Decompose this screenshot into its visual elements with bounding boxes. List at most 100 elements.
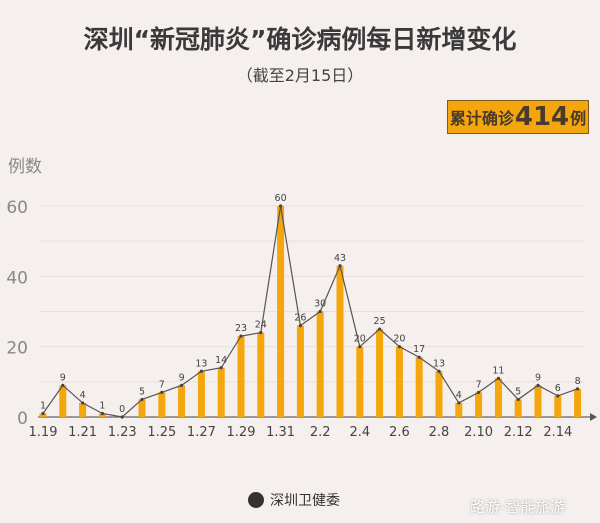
y-tick-label: 40: [6, 268, 28, 288]
data-label: 9: [179, 372, 185, 383]
data-point: [140, 397, 144, 402]
chart-title: 深圳“新冠肺炎”确诊病例每日新增变化: [83, 25, 517, 54]
data-point: [477, 390, 481, 394]
x-tick-label: 2.4: [349, 425, 370, 440]
data-label: 5: [139, 386, 145, 397]
bar-1.27: [197, 371, 205, 417]
x-tick-label: 1.25: [147, 425, 176, 440]
data-label: 8: [575, 376, 581, 387]
data-point: [556, 394, 560, 398]
x-tick-label: 2.6: [389, 425, 410, 440]
data-label: 7: [476, 379, 482, 390]
x-tick-label: 1.19: [29, 425, 58, 440]
data-point: [576, 387, 580, 391]
bar-2.1: [296, 325, 304, 417]
bar-1.31: [277, 206, 285, 417]
data-point: [199, 369, 203, 373]
watermark: 路游-智能旅游: [470, 498, 566, 516]
bar-1.19: [39, 413, 47, 417]
data-point: [338, 264, 342, 268]
data-point: [219, 366, 223, 370]
data-point: [100, 411, 104, 416]
bar-chart: 0 20 40 60 1 9 4 1 0 5 7 9 13 14 23 24 60 26 30 43 20 25 20 17 1…: [6, 193, 597, 440]
data-label: 4: [456, 390, 462, 401]
x-tick-label: 1.29: [227, 425, 256, 440]
bar-2.9: [455, 402, 463, 417]
chart-subtitle: （截至2月15日）: [236, 66, 364, 85]
data-point: [457, 401, 461, 405]
data-point: [279, 204, 283, 208]
bar-2.13: [534, 385, 542, 417]
data-label: 60: [275, 193, 287, 204]
data-label: 6: [555, 383, 561, 394]
data-label: 26: [294, 313, 306, 324]
data-point: [318, 309, 322, 314]
data-label: 0: [119, 404, 125, 415]
data-label: 14: [215, 355, 227, 366]
data-point: [41, 411, 45, 416]
data-point: [259, 331, 263, 335]
bar-2.2: [316, 311, 324, 417]
data-point: [61, 383, 65, 387]
data-label: 1: [99, 400, 105, 411]
bar-2.3: [336, 265, 344, 417]
data-point: [536, 383, 540, 387]
data-point: [358, 345, 362, 349]
y-tick-label: 0: [17, 409, 28, 429]
health-commission-seal-icon: [248, 492, 264, 508]
x-tick-label: 2.12: [504, 425, 533, 440]
y-tick-label: 60: [6, 198, 28, 218]
y-axis-label: 例数: [8, 157, 42, 177]
data-point: [516, 397, 520, 402]
total-badge: 累计确诊 414 例: [447, 100, 589, 134]
data-point: [437, 369, 441, 373]
data-point: [180, 383, 184, 387]
data-point: [298, 323, 302, 328]
data-label: 13: [195, 358, 207, 369]
data-label: 24: [255, 320, 267, 331]
x-tick-label: 2.10: [464, 425, 493, 440]
x-tick-label: 2.14: [543, 425, 572, 440]
data-label: 7: [159, 379, 165, 390]
bar-1.26: [178, 385, 186, 417]
bar-1.24: [138, 399, 146, 417]
data-point: [120, 415, 124, 419]
data-label: 20: [354, 334, 366, 345]
bar-2.15: [574, 388, 582, 417]
source-label: 深圳卫健委: [270, 493, 340, 509]
data-label: 9: [60, 372, 66, 383]
x-tick-label: 1.21: [68, 425, 97, 440]
y-tick-label: 20: [6, 339, 28, 359]
data-label: 25: [374, 316, 386, 327]
data-point: [397, 345, 401, 349]
bar-1.25: [158, 392, 166, 417]
bar-1.21: [79, 402, 87, 417]
data-point: [160, 390, 164, 394]
x-tick-label: 1.23: [108, 425, 137, 440]
badge-total: 414: [514, 102, 570, 132]
bar-1.22: [98, 413, 106, 417]
badge-suffix: 例: [570, 109, 587, 128]
data-point: [239, 334, 243, 338]
x-axis-arrow-icon: [590, 413, 597, 421]
data-label: 23: [235, 323, 247, 334]
data-label: 20: [393, 334, 405, 345]
bar-2.4: [356, 346, 364, 417]
bar-1.28: [217, 367, 225, 417]
data-label: 11: [492, 365, 504, 376]
bar-2.11: [494, 378, 502, 417]
bar-2.8: [435, 371, 443, 417]
data-label: 4: [80, 390, 86, 401]
bar-2.7: [415, 357, 423, 417]
bar-1.29: [237, 336, 245, 417]
data-point: [496, 376, 500, 380]
bar-2.12: [514, 399, 522, 417]
bar-2.5: [376, 329, 384, 417]
data-label: 30: [314, 299, 326, 310]
data-point: [417, 355, 421, 359]
data-point: [81, 401, 85, 405]
bar-2.14: [554, 395, 562, 417]
bar-1.30: [257, 332, 265, 417]
bar-2.6: [395, 346, 403, 417]
